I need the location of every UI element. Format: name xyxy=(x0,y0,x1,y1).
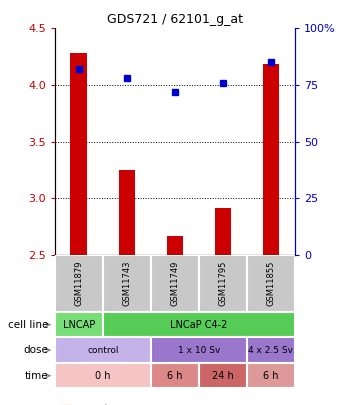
Text: 0 h: 0 h xyxy=(95,371,111,381)
Text: GSM11749: GSM11749 xyxy=(170,261,179,306)
Bar xyxy=(55,363,151,388)
Text: dose: dose xyxy=(23,345,48,355)
Text: 1 x 10 Sv: 1 x 10 Sv xyxy=(178,345,220,355)
Text: GSM11795: GSM11795 xyxy=(218,261,227,306)
Bar xyxy=(119,170,135,255)
Text: 24 h: 24 h xyxy=(212,371,234,381)
Text: 6 h: 6 h xyxy=(167,371,183,381)
Text: control: control xyxy=(87,345,119,355)
Text: LNCaP C4-2: LNCaP C4-2 xyxy=(170,320,228,330)
Bar xyxy=(263,64,280,255)
Title: GDS721 / 62101_g_at: GDS721 / 62101_g_at xyxy=(107,13,243,26)
Text: cell line: cell line xyxy=(8,320,48,330)
Text: GSM11743: GSM11743 xyxy=(122,261,131,306)
Bar xyxy=(151,255,199,312)
Text: 6 h: 6 h xyxy=(263,371,279,381)
Bar xyxy=(199,255,247,312)
Text: GSM11855: GSM11855 xyxy=(267,261,275,306)
Bar xyxy=(247,337,295,363)
Text: ■: ■ xyxy=(62,404,72,405)
Bar xyxy=(103,255,151,312)
Bar xyxy=(167,236,184,255)
Text: 4 x 2.5 Sv: 4 x 2.5 Sv xyxy=(248,345,294,355)
Text: time: time xyxy=(24,371,48,381)
Bar xyxy=(55,337,151,363)
Bar xyxy=(103,312,295,337)
Text: count: count xyxy=(79,404,108,405)
Bar xyxy=(247,363,295,388)
Bar xyxy=(247,255,295,312)
Bar xyxy=(151,363,199,388)
Bar xyxy=(55,312,103,337)
Bar xyxy=(71,53,87,255)
Bar xyxy=(215,207,232,255)
Text: LNCAP: LNCAP xyxy=(63,320,95,330)
Bar xyxy=(151,337,247,363)
Bar xyxy=(55,255,103,312)
Text: GSM11879: GSM11879 xyxy=(74,261,83,306)
Bar xyxy=(199,363,247,388)
